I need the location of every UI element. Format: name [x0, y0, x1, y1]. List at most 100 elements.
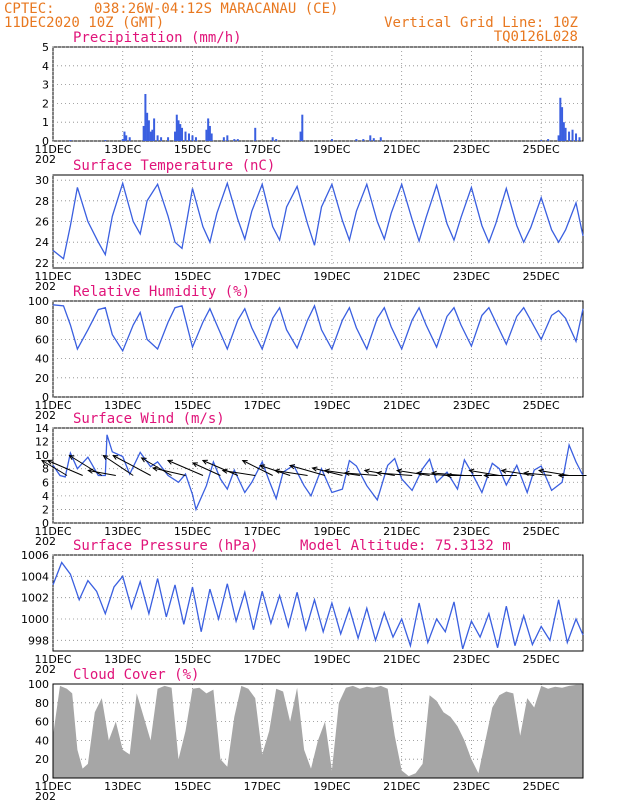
- precipitation-bar: [299, 131, 302, 141]
- precipitation-bar: [559, 97, 562, 141]
- precipitation-x-tick-label: 19DEC: [313, 143, 350, 156]
- precipitation-bar: [547, 139, 550, 141]
- wind-vector-head: [273, 468, 281, 474]
- precipitation-y-tick-label: 2: [42, 97, 49, 110]
- wind-y-tick-label: 8: [42, 463, 49, 476]
- cloud-x-tick-label: 21DEC: [383, 780, 420, 793]
- wind-x-tick-label: 15DEC: [174, 525, 211, 538]
- humidity-y-tick-label: 0: [42, 391, 49, 404]
- precipitation-bar: [175, 114, 178, 141]
- wind-y-tick-label: 10: [35, 449, 49, 462]
- wind-vector-head: [500, 468, 507, 474]
- wind-vector-head: [166, 459, 174, 465]
- precipitation-bar: [147, 120, 150, 141]
- pressure-y-tick-label: 1002: [21, 592, 49, 605]
- wind-vector-shaft: [377, 472, 413, 476]
- precipitation-bar: [144, 94, 147, 141]
- pressure-annotation: Model Altitude: 75.3132 m: [300, 538, 511, 554]
- precipitation-bar: [208, 125, 211, 141]
- precipitation-x-tick-label: 17DEC: [244, 143, 281, 156]
- header-init-time: 11DEC2020 10Z (GMT): [4, 15, 164, 31]
- pressure-x-tick-label: 19DEC: [313, 653, 350, 666]
- precipitation-bar: [174, 131, 177, 141]
- wind-vector-head: [483, 472, 490, 479]
- wind-vector-shaft: [242, 460, 273, 476]
- precipitation-bar: [222, 137, 225, 141]
- wind-vector-shaft: [102, 455, 134, 476]
- cloud-y-tick-label: 0: [42, 772, 49, 785]
- cloud-x-tick-label: 19DEC: [313, 780, 350, 793]
- pressure-y-tick-label: 1000: [21, 613, 49, 626]
- wind-x-tick-label: 11DEC: [34, 525, 71, 538]
- wind-y-tick-label: 4: [42, 490, 49, 503]
- wind-vector-head: [46, 459, 53, 465]
- precipitation-bar: [153, 118, 156, 141]
- cloud-panel: 0 20 40 60 80 100 11DEC 13DEC 15DEC 17DEC 19DEC 21D…: [28, 667, 584, 800]
- precipitation-bar: [254, 127, 257, 141]
- cloud-year-label: 202: [35, 790, 56, 800]
- humidity-x-tick-label: 21DEC: [383, 399, 420, 412]
- wind-vector-head: [430, 470, 437, 476]
- pressure-x-tick-label: 13DEC: [104, 653, 141, 666]
- cloud-x-tick-label: 25DEC: [523, 780, 560, 793]
- pressure-x-tick-label: 21DEC: [383, 653, 420, 666]
- wind-vector-shaft: [275, 470, 308, 476]
- cloud-x-tick-label: 17DEC: [244, 780, 281, 793]
- cloud-x-tick-label: 23DEC: [453, 780, 490, 793]
- temperature-x-tick-label: 25DEC: [523, 270, 560, 283]
- wind-vector-head: [41, 459, 48, 465]
- header-source: CPTEC:: [4, 1, 55, 17]
- cloud-y-tick-label: 20: [35, 753, 49, 766]
- temperature-y-tick-label: 26: [35, 216, 49, 229]
- humidity-plot-frame: [52, 300, 584, 398]
- precipitation-y-tick-label: 1: [42, 116, 49, 129]
- precipitation-x-tick-label: 21DEC: [383, 143, 420, 156]
- wind-line: [52, 434, 584, 512]
- cloud-y-tick-label: 40: [35, 734, 49, 747]
- wind-vector-head: [87, 468, 94, 474]
- wind-y-tick-label: 14: [35, 422, 49, 435]
- temperature-y-tick-label: 30: [35, 174, 49, 187]
- precipitation-panel: 0 1 2 3 4 5 11DEC 13DEC 15DEC 17DEC 19DEC 21DEC 23DE…: [34, 30, 584, 166]
- wind-vector-shaft: [192, 462, 221, 476]
- wind-y-tick-label: 6: [42, 476, 49, 489]
- precipitation-bar: [184, 131, 187, 141]
- humidity-y-tick-label: 60: [35, 333, 49, 346]
- humidity-x-tick-label: 23DEC: [453, 399, 490, 412]
- temperature-title: Surface Temperature (nC): [73, 158, 275, 174]
- precipitation-bar: [69, 140, 72, 141]
- precipitation-x-tick-label: 25DEC: [523, 143, 560, 156]
- wind-y-tick-label: 2: [42, 503, 49, 516]
- wind-vector-shaft: [167, 460, 204, 476]
- wind-vector-head: [102, 454, 109, 461]
- pressure-year-label: 202: [35, 663, 56, 676]
- cloud-title: Cloud Cover (%): [73, 667, 199, 683]
- cloud-x-tick-label: 13DEC: [104, 780, 141, 793]
- pressure-panel: 998 1000 1002 1004 1006 11DEC 13DEC 15DEC 17DEC 1…: [21, 538, 584, 676]
- wind-y-tick-label: 12: [35, 436, 49, 449]
- wind-vector-head: [445, 472, 452, 479]
- wind-vector-shaft: [289, 465, 326, 476]
- temperature-panel: 22 24 26 28 30 11DEC 13DEC 15DEC 17DEC 19DEC 21DEC…: [34, 158, 584, 293]
- wind-x-tick-label: 25DEC: [523, 525, 560, 538]
- precipitation-y-tick-label: 3: [42, 79, 49, 92]
- precipitation-bar: [142, 125, 145, 141]
- pressure-x-tick-label: 23DEC: [453, 653, 490, 666]
- pressure-line: [52, 561, 584, 650]
- precipitation-bar: [104, 140, 107, 141]
- wind-vector-head: [363, 468, 370, 474]
- wind-vector-head: [343, 470, 350, 476]
- wind-vector-shaft: [47, 460, 83, 476]
- pressure-y-tick-label: 998: [28, 634, 49, 647]
- precipitation-bar: [207, 118, 210, 141]
- temperature-x-tick-label: 21DEC: [383, 270, 420, 283]
- precipitation-bar: [236, 139, 239, 141]
- precipitation-bar: [226, 135, 229, 141]
- wind-vector-head: [140, 457, 147, 463]
- precipitation-x-tick-label: 13DEC: [104, 143, 141, 156]
- pressure-y-tick-label: 1006: [21, 549, 49, 562]
- humidity-y-tick-label: 40: [35, 353, 49, 366]
- wind-vector-head: [311, 466, 318, 472]
- humidity-year-label: 202: [35, 409, 56, 422]
